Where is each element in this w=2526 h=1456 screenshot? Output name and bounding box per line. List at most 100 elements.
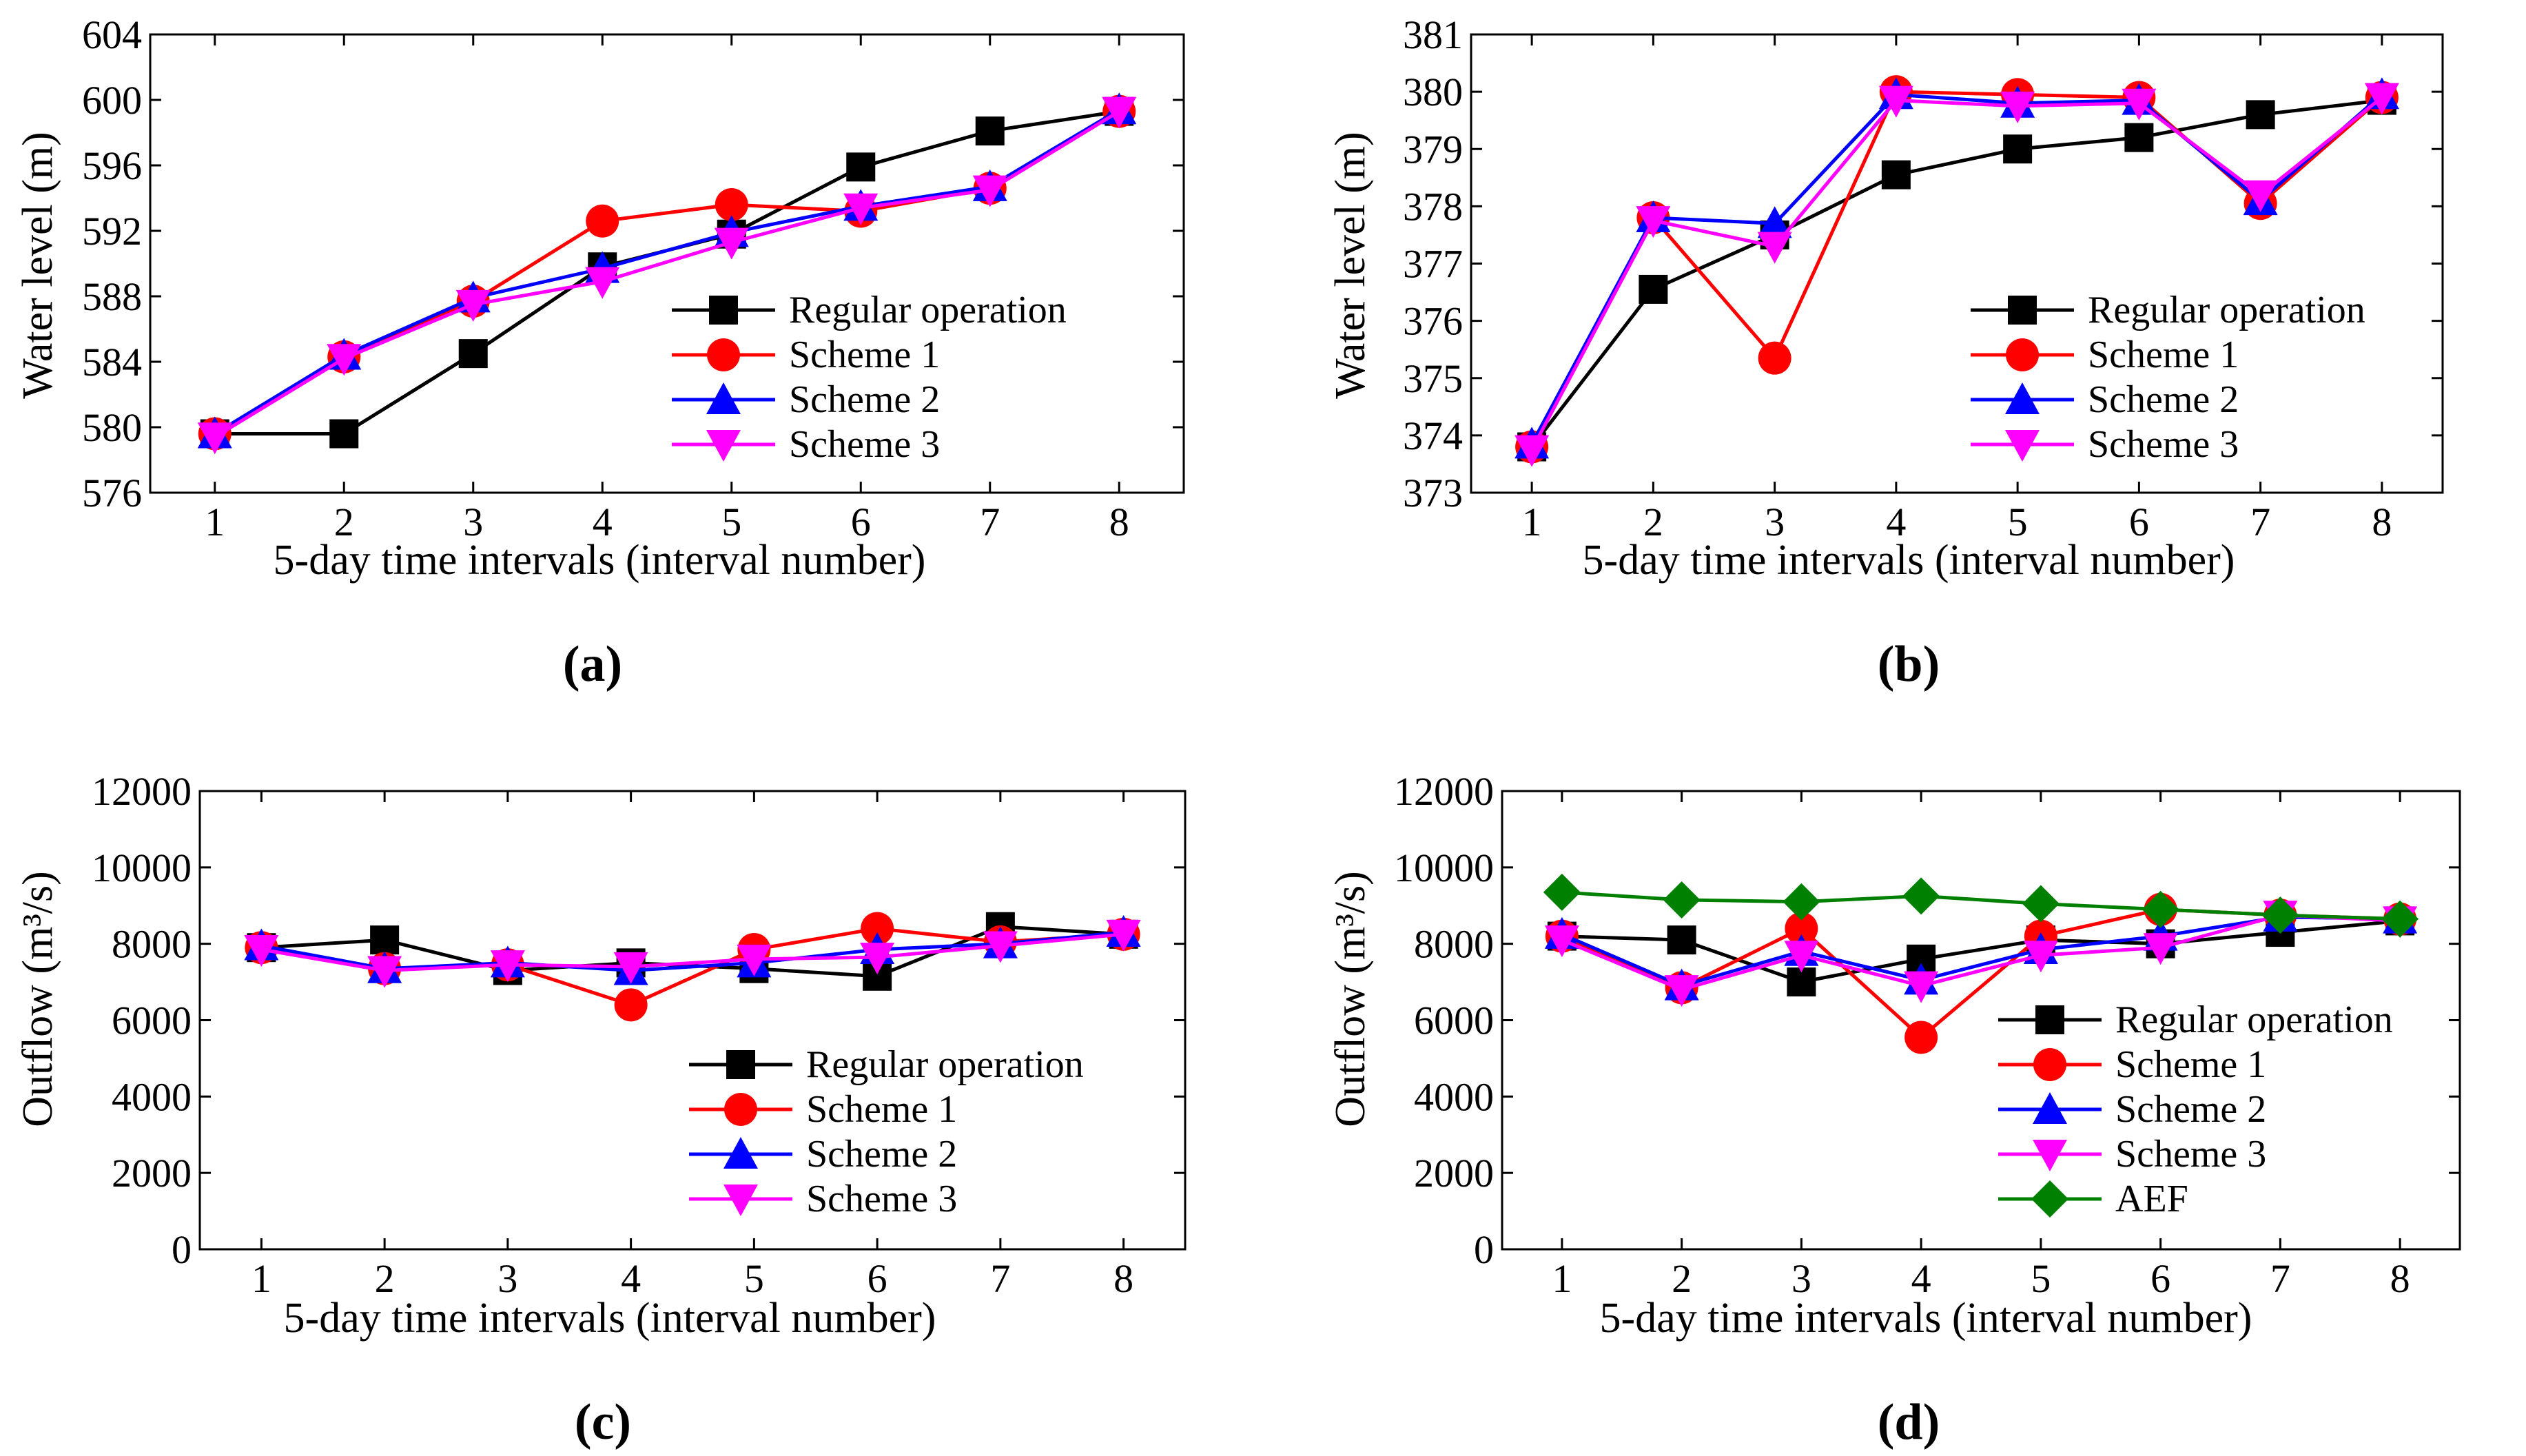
y-tick-label: 588 <box>82 274 142 319</box>
legend-marker-regular-operation <box>726 1050 755 1079</box>
data-point-regular-operation <box>370 925 400 955</box>
y-tick-label: 4000 <box>112 1074 192 1119</box>
legend-entry-scheme-2: Scheme 2 <box>2088 378 2239 421</box>
data-point-scheme-3 <box>1514 435 1550 467</box>
x-tick-label: 6 <box>851 500 871 544</box>
x-tick-label: 8 <box>1113 1256 1133 1301</box>
panel-label-b: (b) <box>1878 636 1940 693</box>
x-tick-label: 2 <box>1643 500 1663 544</box>
y-axis-label-a: Water level (m) <box>14 132 61 398</box>
x-tick-label: 7 <box>2270 1256 2290 1301</box>
y-tick-label: 12000 <box>1394 769 1494 814</box>
data-point-regular-operation <box>846 152 876 182</box>
x-tick-label: 4 <box>1911 1256 1931 1301</box>
legend-entry-scheme-2: Scheme 2 <box>2115 1088 2266 1131</box>
legend-marker-scheme-1 <box>2006 338 2039 371</box>
legend-entry-scheme-1: Scheme 1 <box>789 334 940 376</box>
data-point-scheme-1 <box>1904 1021 1938 1054</box>
data-point-scheme-3 <box>2364 83 2399 115</box>
data-point-scheme-3 <box>1784 941 1819 973</box>
series-scheme-3 <box>197 96 1137 455</box>
x-tick-label: 6 <box>867 1256 887 1301</box>
x-tick-label: 8 <box>1109 500 1129 544</box>
series-line-scheme-2 <box>214 108 1120 435</box>
data-point-scheme-3 <box>585 267 620 299</box>
series-line-scheme-3 <box>1530 96 2383 451</box>
y-tick-label: 592 <box>82 209 142 254</box>
y-tick-label: 2000 <box>1414 1151 1494 1196</box>
data-point-scheme-3 <box>1878 85 1913 118</box>
data-point-regular-operation <box>975 116 1005 146</box>
data-point-scheme-3 <box>1664 975 1699 1007</box>
y-tick-label: 584 <box>82 340 142 384</box>
legend-entry-regular-operation: Regular operation <box>2088 289 2365 331</box>
data-point-aef <box>1543 873 1581 911</box>
legend-entry-scheme-3: Scheme 3 <box>2088 423 2239 466</box>
y-axis-label-c: Outflow (m³/s) <box>14 871 61 1127</box>
y-tick-label: 10000 <box>1394 845 1494 890</box>
legend-entry-regular-operation: Regular operation <box>789 289 1067 331</box>
data-point-scheme-3 <box>860 943 895 975</box>
series-line-scheme-3 <box>214 110 1120 439</box>
panel-label-a: (a) <box>563 636 622 693</box>
x-tick-label: 6 <box>2150 1256 2170 1301</box>
y-tick-label: 374 <box>1403 413 1463 458</box>
y-tick-label: 375 <box>1403 356 1463 401</box>
data-point-scheme-3 <box>455 289 491 322</box>
data-point-scheme-3 <box>490 950 525 983</box>
data-point-scheme-3 <box>737 944 772 976</box>
data-point-scheme-3 <box>1544 925 1579 958</box>
series-line-scheme-1 <box>214 110 1120 435</box>
y-tick-label: 381 <box>1403 12 1463 57</box>
x-tick-label: 2 <box>1672 1256 1692 1301</box>
legend-entry-scheme-3: Scheme 3 <box>2115 1133 2266 1176</box>
panel-label-d: (d) <box>1878 1394 1940 1450</box>
y-tick-label: 10000 <box>92 845 192 890</box>
data-point-scheme-3 <box>2023 941 2058 973</box>
series-scheme-2 <box>197 92 1137 449</box>
y-tick-label: 12000 <box>92 769 192 814</box>
legend-marker-scheme-1 <box>724 1093 757 1126</box>
series-scheme-3 <box>244 919 1141 988</box>
x-tick-label: 1 <box>1522 500 1542 544</box>
legend-marker-scheme-3 <box>706 430 741 462</box>
x-tick-label: 3 <box>1791 1256 1811 1301</box>
x-tick-label: 7 <box>2250 500 2270 544</box>
data-point-scheme-3 <box>367 956 402 988</box>
data-point-scheme-3 <box>1102 96 1137 129</box>
legend-marker-aef <box>2031 1180 2068 1218</box>
legend-entry-scheme-3: Scheme 3 <box>806 1178 957 1220</box>
legend-marker-scheme-1 <box>2033 1048 2066 1081</box>
y-tick-label: 600 <box>82 78 142 123</box>
series-line-regular-operation <box>1530 99 2383 449</box>
x-axis-label-b: 5-day time intervals (interval number) <box>1583 537 2235 584</box>
plot-c: 0 2000 4000 6000 8000 10000 12000 1 2 3 4 5 6 7 8 Regul… <box>92 769 1187 1301</box>
x-tick-label: 4 <box>621 1256 641 1301</box>
legend-marker-scheme-3 <box>723 1185 758 1216</box>
series-regular-operation <box>1517 85 2396 462</box>
legend-marker-regular-operation <box>2035 1005 2064 1034</box>
x-tick-label: 5 <box>2008 500 2028 544</box>
y-tick-label: 378 <box>1403 184 1463 229</box>
y-tick-label: 2000 <box>112 1151 192 1196</box>
series-line-scheme-2 <box>260 930 1124 972</box>
panel-a: 576 580 584 588 592 596 600 604 1 2 3 4 5 6 7 8 Regular … <box>14 12 1185 693</box>
x-tick-label: 5 <box>721 500 741 544</box>
x-tick-label: 1 <box>251 1256 271 1301</box>
series-scheme-1 <box>198 94 1136 451</box>
x-tick-label: 1 <box>205 500 225 544</box>
y-tick-label: 576 <box>82 471 142 515</box>
series-scheme-3 <box>1514 83 2399 467</box>
x-tick-label: 3 <box>463 500 483 544</box>
y-tick-label: 373 <box>1403 471 1463 515</box>
data-point-scheme-1 <box>715 188 748 221</box>
y-tick-label: 6000 <box>112 998 192 1043</box>
x-tick-label: 2 <box>375 1256 395 1301</box>
legend-marker-scheme-2 <box>2005 382 2040 414</box>
